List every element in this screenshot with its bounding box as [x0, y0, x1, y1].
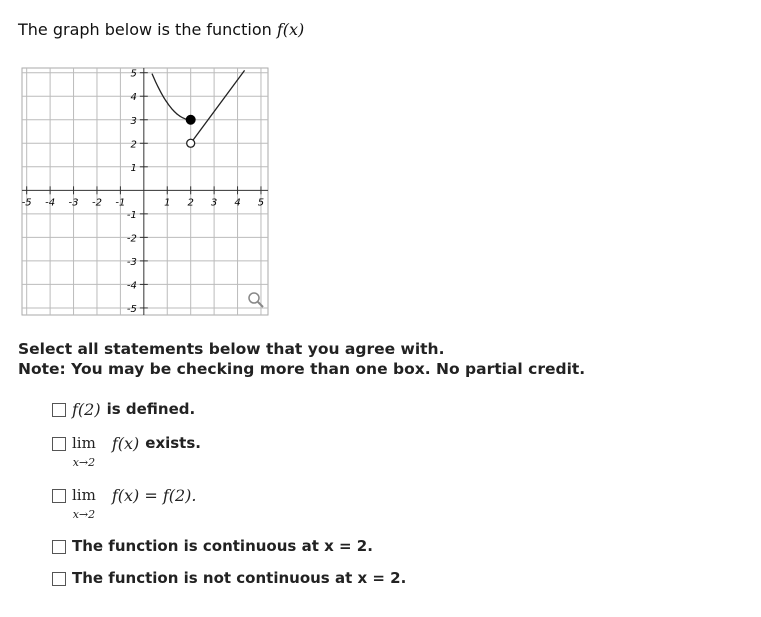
- math: f(x): [111, 434, 140, 453]
- option-text: The function is not continuous at x = 2.: [72, 569, 407, 587]
- x-tick-label: 4: [234, 197, 240, 208]
- y-tick-label: 3: [130, 116, 136, 127]
- option: The function is not continuous at x = 2.: [52, 569, 406, 587]
- y-tick-label: 2: [130, 139, 136, 150]
- x-tick-label: 5: [258, 197, 264, 208]
- instruction: Note: You may be checking more than one …: [18, 360, 586, 378]
- curve: [151, 73, 191, 121]
- y-tick-label: -5: [127, 304, 137, 315]
- option-text: is defined.: [106, 400, 196, 418]
- y-tick-label: -4: [127, 280, 137, 291]
- line-piece: [190, 69, 246, 144]
- graph-border: [21, 67, 269, 316]
- x-tick-label: -1: [115, 197, 125, 208]
- header-math: f(x): [276, 20, 305, 39]
- y-tick-label: -2: [127, 233, 137, 244]
- checkbox[interactable]: [52, 489, 66, 503]
- option-text: The function is continuous at x = 2.: [72, 537, 373, 555]
- limit: lim x→2: [72, 486, 96, 521]
- header: The graph below is the function f(x): [18, 20, 304, 39]
- math: f(2): [72, 400, 101, 419]
- graph: -5 -4 -3 -2 -1 1 2 3 4 5 5 4 3 2 1 -1 -2 -3 -4 -5: [21, 67, 269, 316]
- x-tick-label: 2: [187, 197, 193, 208]
- instruction: Select all statements below that you agr…: [18, 340, 445, 358]
- x-tick-label: -2: [92, 197, 102, 208]
- option: lim x→2 f(x) exists.: [52, 434, 201, 469]
- x-tick-label: -5: [22, 197, 32, 208]
- y-tick-label: -3: [127, 257, 137, 268]
- y-tick-label: 5: [130, 69, 136, 80]
- closed-dot: [185, 114, 196, 125]
- zoom-icon: [248, 292, 264, 308]
- y-tick-label: 4: [130, 92, 136, 103]
- x-tick-label: -3: [69, 197, 79, 208]
- y-tick-label: 1: [130, 163, 136, 174]
- math: f(x) = f(2).: [111, 486, 197, 505]
- limit-word: lim: [72, 434, 96, 452]
- limit: lim x→2: [72, 434, 96, 469]
- option: f(2) is defined.: [52, 400, 195, 419]
- x-tick-label: 1: [164, 197, 170, 208]
- y-tick-label: -1: [127, 210, 137, 221]
- limit-sub: x→2: [72, 456, 96, 469]
- option: lim x→2 f(x) = f(2).: [52, 486, 203, 521]
- zoom-lens: [248, 292, 260, 304]
- limit-word: lim: [72, 486, 96, 504]
- x-tick-label: 3: [211, 197, 217, 208]
- x-tick-label: -4: [45, 197, 55, 208]
- option-text: exists.: [145, 434, 201, 452]
- checkbox[interactable]: [52, 437, 66, 451]
- open-dot: [186, 138, 196, 148]
- checkbox[interactable]: [52, 403, 66, 417]
- checkbox[interactable]: [52, 572, 66, 586]
- header-text: The graph below is the function: [18, 20, 272, 39]
- limit-sub: x→2: [72, 508, 96, 521]
- zoom-handle: [257, 301, 264, 308]
- option: The function is continuous at x = 2.: [52, 537, 373, 555]
- checkbox[interactable]: [52, 540, 66, 554]
